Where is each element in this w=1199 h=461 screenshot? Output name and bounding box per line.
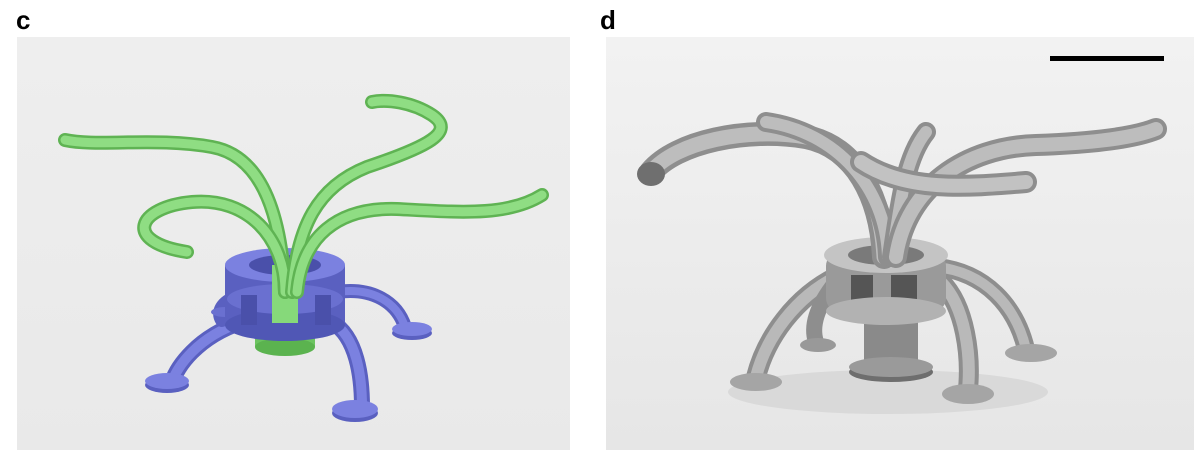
micrograph-image [606, 37, 1194, 450]
green-tentacles [58, 93, 549, 299]
blue-feet [145, 307, 432, 422]
rendering-image [17, 37, 570, 450]
panel-d-micrograph [606, 37, 1194, 450]
sem-feet [730, 338, 1057, 404]
panel-label-d: d [600, 5, 616, 35]
panel-c-rendering [17, 37, 570, 450]
scale-bar [1050, 56, 1164, 61]
sem-legs [746, 258, 1035, 399]
sem-tentacle-tip [637, 162, 665, 186]
sem-tentacles [639, 112, 1167, 269]
panel-label-c: c [16, 5, 31, 35]
